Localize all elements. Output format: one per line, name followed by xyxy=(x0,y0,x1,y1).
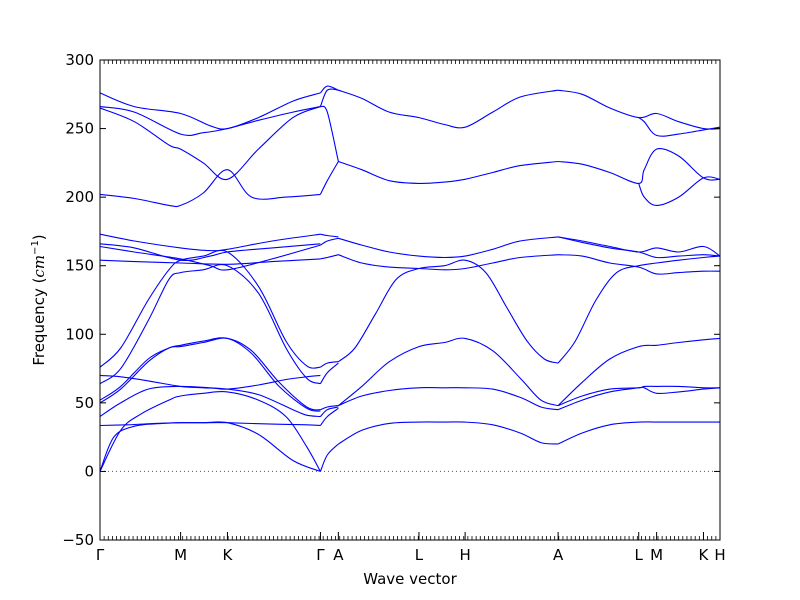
y-tick-label: 200 xyxy=(65,188,94,206)
x-tick-label: L xyxy=(415,546,424,564)
x-tick-label: K xyxy=(223,546,234,564)
x-tick-label: A xyxy=(553,546,564,564)
band-line-44 xyxy=(557,236,721,259)
y-tick-label: 150 xyxy=(65,257,94,275)
y-tick-label: −50 xyxy=(62,531,94,549)
x-tick-label: M xyxy=(650,546,663,564)
x-tick-label: M xyxy=(174,546,187,564)
x-tick-label: H xyxy=(459,546,470,564)
band-line-8 xyxy=(99,249,321,369)
band-line-1 xyxy=(99,390,321,472)
band-line-14 xyxy=(99,106,321,181)
band-line-12 xyxy=(99,233,321,252)
band-line-22 xyxy=(320,361,339,368)
band-line-34 xyxy=(338,254,559,271)
band-line-42 xyxy=(557,255,721,364)
band-line-32 xyxy=(338,337,559,407)
band-line-49 xyxy=(638,117,721,137)
y-axis-label-suffix: ) xyxy=(30,234,48,240)
band-line-41 xyxy=(557,337,721,406)
band-line-39 xyxy=(557,386,721,411)
band-line-16 xyxy=(99,92,321,130)
x-tick-label: A xyxy=(333,546,344,564)
band-line-30 xyxy=(338,421,559,445)
x-tick-label: K xyxy=(699,546,710,564)
band-line-37 xyxy=(338,89,559,129)
plot-area xyxy=(100,60,720,540)
band-line-20 xyxy=(320,405,339,411)
band-line-28 xyxy=(319,88,339,107)
band-line-2 xyxy=(99,421,321,472)
band-line-23 xyxy=(320,254,339,260)
band-line-48 xyxy=(558,89,721,130)
y-tick-label: 50 xyxy=(75,394,94,412)
y-axis-label: Frequency (cm−1) xyxy=(30,234,48,365)
band-line-47 xyxy=(638,176,721,206)
x-tick-label: Γ xyxy=(316,546,325,564)
band-line-25 xyxy=(320,233,339,238)
y-tick-label: 100 xyxy=(65,325,94,343)
band-line-40 xyxy=(557,385,721,407)
band-line-29 xyxy=(319,85,339,94)
band-line-31 xyxy=(338,387,559,411)
band-line-38 xyxy=(557,421,720,445)
band-line-4 xyxy=(99,374,321,418)
band-line-46 xyxy=(558,148,721,184)
band-line-19 xyxy=(319,406,339,417)
band-line-26 xyxy=(319,161,339,195)
band-line-27 xyxy=(320,105,339,162)
band-line-43 xyxy=(558,254,721,275)
band-line-35 xyxy=(338,236,559,259)
x-tick-label: L xyxy=(635,546,644,564)
band-line-36 xyxy=(338,160,559,185)
band-line-13 xyxy=(99,169,321,208)
band-line-11 xyxy=(99,243,321,262)
y-axis-label-prefix: Frequency ( xyxy=(30,278,48,366)
band-line-7 xyxy=(99,263,321,385)
band-line-21 xyxy=(319,362,339,384)
band-line-24 xyxy=(320,237,339,246)
y-tick-label: 0 xyxy=(84,462,94,480)
x-axis-label: Wave vector xyxy=(363,570,457,588)
x-tick-label: H xyxy=(714,546,725,564)
y-axis-label-exponent: −1 xyxy=(30,240,41,255)
band-line-15 xyxy=(99,106,321,136)
band-line-18 xyxy=(319,407,339,426)
y-tick-label: 250 xyxy=(65,120,94,138)
band-line-45 xyxy=(558,236,721,257)
x-tick-label: Γ xyxy=(96,546,105,564)
band-line-5 xyxy=(99,337,321,411)
band-line-33 xyxy=(338,259,559,364)
band-line-17 xyxy=(319,443,339,472)
band-line-10 xyxy=(99,244,321,271)
band-line-6 xyxy=(99,337,321,412)
y-tick-label: 300 xyxy=(65,51,94,69)
y-axis-label-unit: cm xyxy=(30,255,48,278)
